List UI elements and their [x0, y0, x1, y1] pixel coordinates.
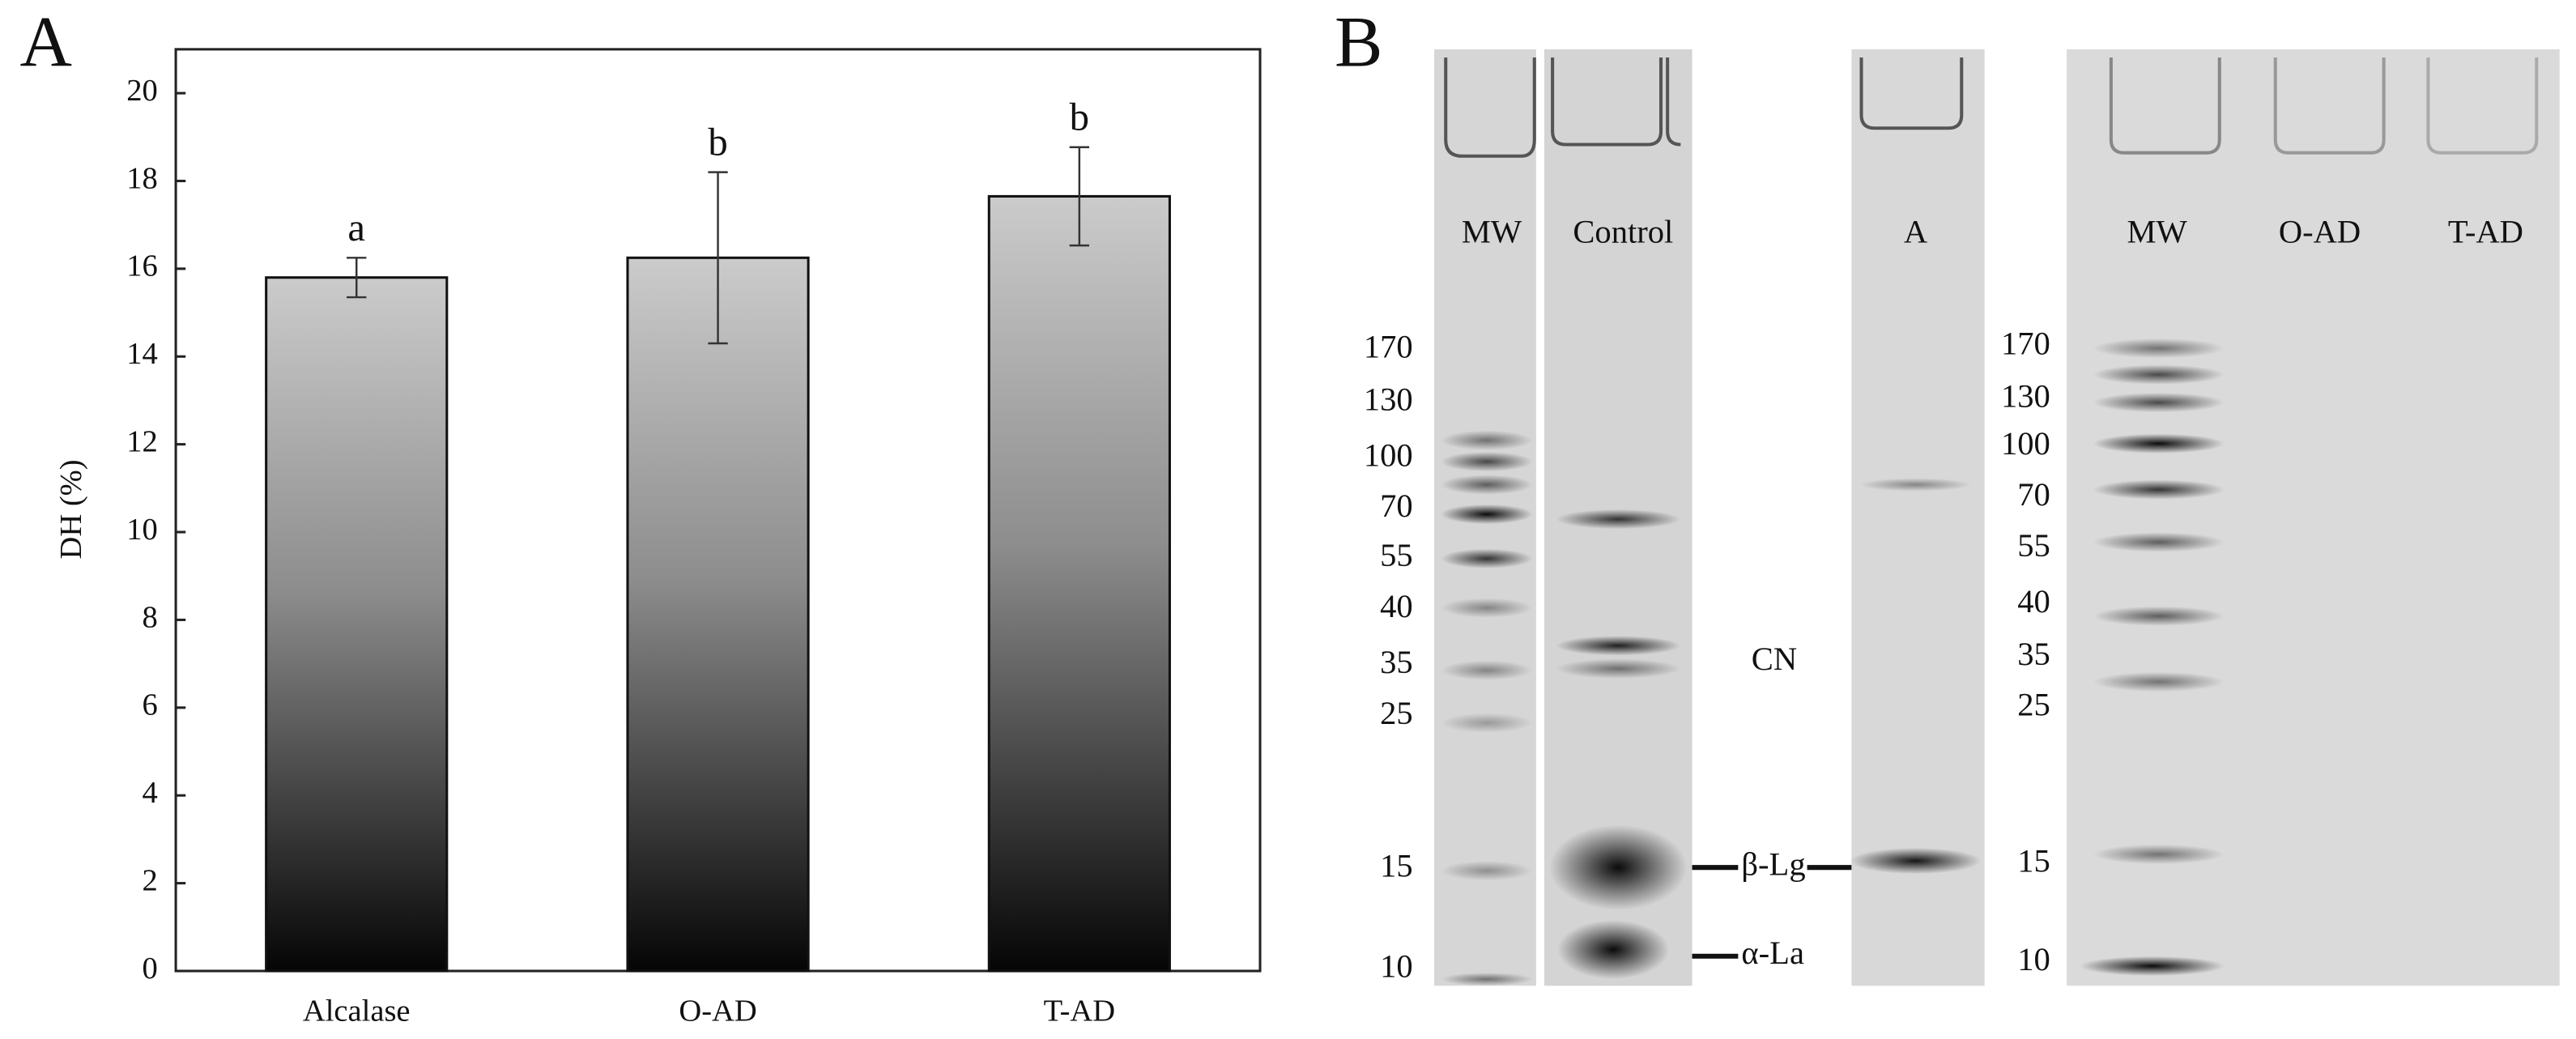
marker-label: 70: [2017, 476, 2050, 513]
bar: [626, 256, 810, 973]
lane-label: MW: [2127, 213, 2188, 249]
marker-label: 25: [1380, 695, 1413, 731]
gel-band: [1441, 548, 1533, 568]
bar: [987, 194, 1171, 973]
gel-band: [1441, 430, 1533, 450]
gel-band: [2093, 364, 2225, 385]
error-bar: [347, 257, 367, 299]
marker-label: 40: [1380, 588, 1413, 624]
gel-band: [2093, 338, 2225, 359]
x-tick-label: Alcalase: [303, 994, 411, 1028]
y-tick-label: 16: [126, 249, 158, 283]
y-tick-label: 8: [142, 600, 157, 634]
marker-label: 35: [2017, 636, 2050, 672]
marker-label: 25: [2017, 687, 2050, 723]
gel-band: [1556, 658, 1681, 679]
gel-band: [1557, 920, 1670, 980]
gel-strip: [2067, 49, 2560, 986]
y-tick-label: 18: [126, 161, 158, 195]
significance-letter: b: [708, 120, 727, 164]
gel-band: [1441, 861, 1533, 881]
gel-band: [2093, 433, 2225, 453]
marker-label: 10: [2017, 941, 2050, 977]
gel-band: [1556, 509, 1681, 530]
marker-label: 55: [1380, 537, 1413, 573]
gel-band: [2093, 671, 2225, 692]
lane-label: Control: [1573, 213, 1673, 249]
marker-label: 130: [1364, 381, 1413, 417]
error-bar: [708, 171, 728, 345]
band-label: α-La: [1741, 935, 1804, 971]
gel-band: [1850, 847, 1982, 875]
y-axis-label: DH (%): [54, 459, 88, 559]
x-tick-label: T-AD: [1044, 994, 1115, 1028]
y-tick-label: 10: [126, 513, 158, 547]
gel-band: [1556, 636, 1681, 656]
band-label: CN: [1752, 641, 1797, 677]
marker-label: 40: [2017, 583, 2050, 620]
y-tick-label: 2: [142, 863, 157, 897]
gel-band: [1859, 478, 1972, 492]
gel-strip: [1851, 49, 1985, 986]
gel-band: [1441, 451, 1533, 472]
y-tick-label: 6: [142, 688, 157, 722]
y-tick-label: 12: [126, 424, 158, 458]
gel-band: [1441, 713, 1533, 733]
lane-label: T-AD: [2448, 213, 2523, 249]
gel-band: [2093, 606, 2225, 626]
gel-band: [2093, 532, 2225, 552]
gel-wells: [1444, 57, 2539, 158]
panel-label: B: [1335, 2, 1383, 82]
lane-label: A: [1904, 213, 1927, 249]
gel-band: [1549, 824, 1688, 910]
band-pointer: [1692, 865, 1852, 959]
lane-label: O-AD: [2279, 213, 2361, 249]
marker-label: 55: [2017, 527, 2050, 564]
gel-band: [2093, 392, 2225, 413]
y-tick-label: 14: [126, 337, 158, 371]
panel-label: A: [20, 2, 72, 82]
marker-label: 170: [2001, 325, 2050, 361]
marker-label: 10: [1380, 947, 1413, 984]
marker-label: 15: [2017, 842, 2050, 879]
gel-band: [2093, 844, 2225, 865]
gel-band: [1441, 504, 1533, 525]
marker-label: 100: [1364, 436, 1413, 473]
gel-band: [1441, 973, 1533, 986]
y-tick-label: 4: [142, 776, 157, 810]
y-tick-label: 20: [126, 74, 158, 108]
marker-label: 70: [1380, 488, 1413, 524]
gel-band: [1441, 660, 1533, 680]
gel-band: [1441, 475, 1533, 495]
marker-label: 130: [2001, 377, 2050, 414]
significance-letter: b: [1070, 95, 1089, 138]
gel-band: [1441, 598, 1533, 618]
gel-band: [2093, 479, 2225, 500]
marker-label: 100: [2001, 425, 2050, 462]
error-bar: [1069, 146, 1090, 247]
marker-label: 170: [1364, 328, 1413, 364]
y-tick-label: 0: [142, 952, 157, 986]
x-tick-label: O-AD: [679, 994, 756, 1028]
significance-letter: a: [347, 206, 365, 249]
lane-label: MW: [1462, 213, 1522, 249]
band-label: β-Lg: [1741, 846, 1805, 883]
marker-label: 35: [1380, 644, 1413, 680]
bar: [265, 276, 449, 973]
marker-label: 15: [1380, 848, 1413, 884]
gel-band: [2080, 956, 2225, 977]
